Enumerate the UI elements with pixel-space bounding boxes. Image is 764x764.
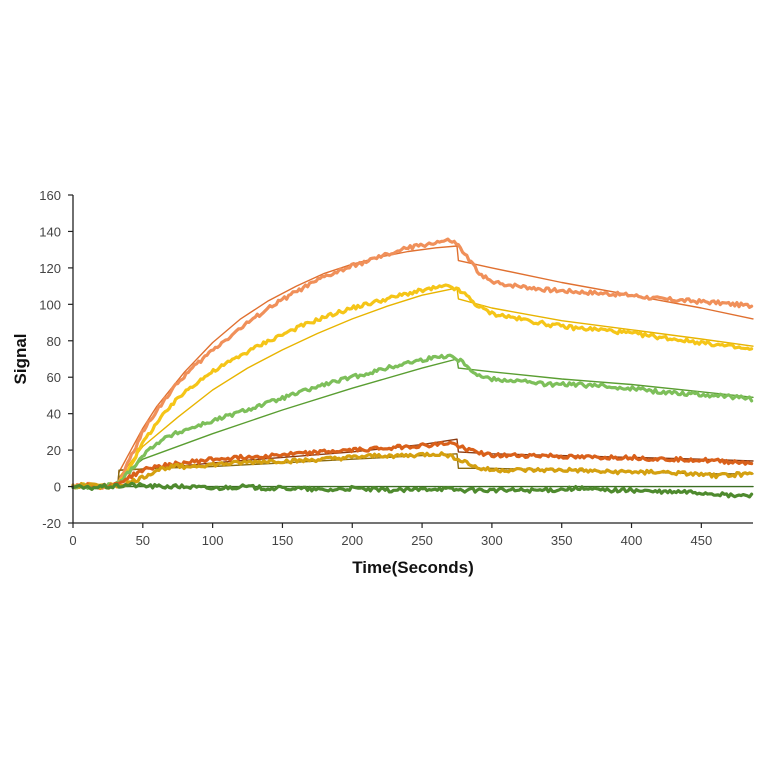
observed-curve: [71, 283, 754, 490]
x-tick-label: 100: [202, 533, 224, 548]
observed-curve: [71, 481, 754, 499]
x-tick-label: 300: [481, 533, 503, 548]
x-axis-title: Time(Seconds): [352, 558, 474, 577]
y-tick-label: -20: [42, 516, 61, 531]
x-tick-label: 150: [272, 533, 294, 548]
axes: -20 0 20 40 60 80 100 120 140 160 0 50 100 150 200 250…: [39, 188, 753, 548]
y-tick-label: 140: [39, 224, 61, 239]
fit-curve: [118, 245, 754, 473]
y-tick-label: 40: [47, 407, 61, 422]
y-tick-label: 60: [47, 370, 61, 385]
observed-curve: [71, 353, 754, 490]
y-tick-label: 80: [47, 334, 61, 349]
y-tick-label: 0: [54, 480, 61, 495]
y-tick-label: 100: [39, 297, 61, 312]
x-tick-label: 250: [411, 533, 433, 548]
y-tick-label: 120: [39, 261, 61, 276]
x-tick-label: 0: [69, 533, 76, 548]
observed-curve: [71, 451, 754, 490]
x-tick-label: 50: [136, 533, 150, 548]
series-layer: [71, 237, 754, 499]
observed-curve: [71, 237, 754, 490]
x-tick-label: 200: [341, 533, 363, 548]
y-axis-title: Signal: [11, 333, 30, 384]
y-ticks: -20 0 20 40 60 80 100 120 140 160: [39, 188, 73, 531]
x-tick-label: 450: [690, 533, 712, 548]
x-tick-label: 400: [621, 533, 643, 548]
observed-curve: [71, 440, 754, 490]
x-ticks: 0 50 100 150 200 250 300 350 400 450: [69, 523, 712, 548]
y-tick-label: 160: [39, 188, 61, 203]
fit-curve: [118, 287, 754, 479]
y-tick-label: 20: [47, 443, 61, 458]
x-tick-label: 350: [551, 533, 573, 548]
